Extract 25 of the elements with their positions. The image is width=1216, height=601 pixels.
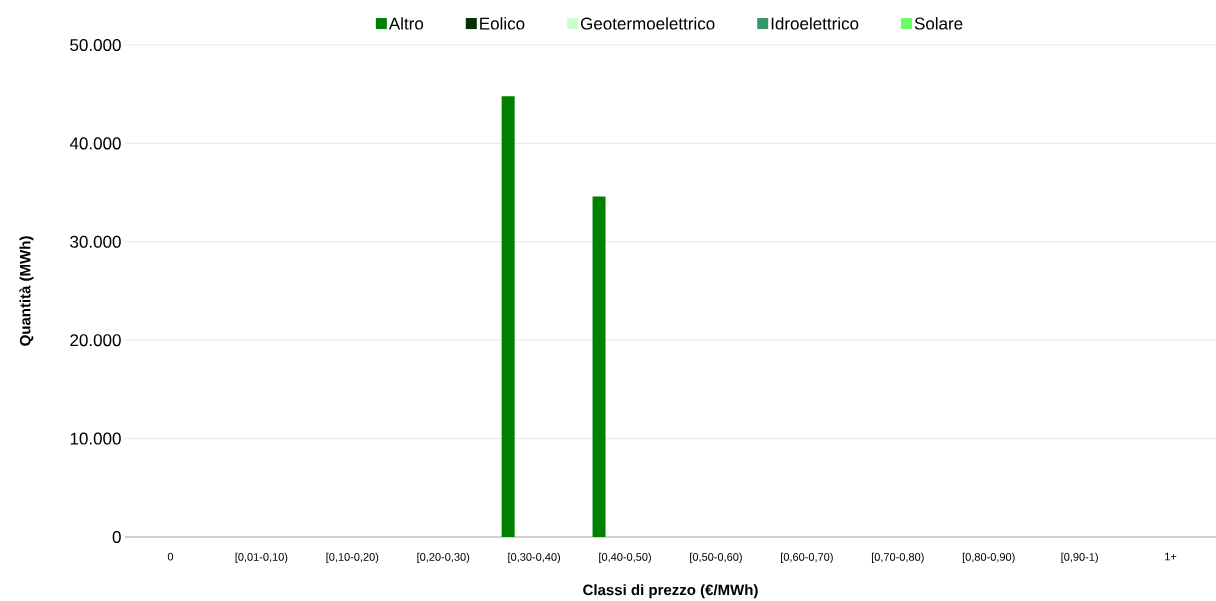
x-tick-label: [0,50-0,60)	[690, 552, 742, 564]
x-tick-label: 1+	[1165, 552, 1177, 561]
y-tick-label: 20.000	[70, 334, 121, 347]
x-tick-label: [0,01-0,10)	[235, 552, 288, 564]
x-tick-label: [0,80-0,90)	[962, 552, 1015, 564]
x-tick-label: [0,20-0,30)	[417, 552, 470, 564]
legend-label: Solare	[914, 17, 963, 30]
x-tick-label: [0,90-1)	[1061, 552, 1098, 564]
legend-label: Eolico	[480, 17, 525, 30]
x-axis-title: Classi di prezzo (€/MWh)	[583, 584, 758, 599]
y-axis-title: Quantità (MWh)	[19, 236, 34, 346]
x-tick-label: [0,30-0,40)	[508, 552, 561, 564]
legend-label: Idroelettrico	[771, 17, 859, 30]
x-tick-label: [0,10-0,20)	[326, 552, 379, 564]
legend-label: Altro	[388, 17, 424, 30]
x-tick-label: [0,60-0,70)	[781, 552, 833, 564]
y-tick-label: 30.000	[70, 235, 121, 248]
y-tick-label: 50.000	[70, 38, 121, 52]
x-tick-label: 0	[167, 552, 174, 561]
legend-label: Geotermoelettrico	[580, 17, 715, 30]
y-tick-label: 0	[112, 530, 121, 544]
x-tick-label: [0,40-0,50)	[599, 552, 651, 564]
x-tick-label: [0,70-0,80)	[871, 552, 924, 564]
y-tick-label: 40.000	[69, 137, 121, 150]
y-tick-label: 10.000	[70, 432, 121, 445]
